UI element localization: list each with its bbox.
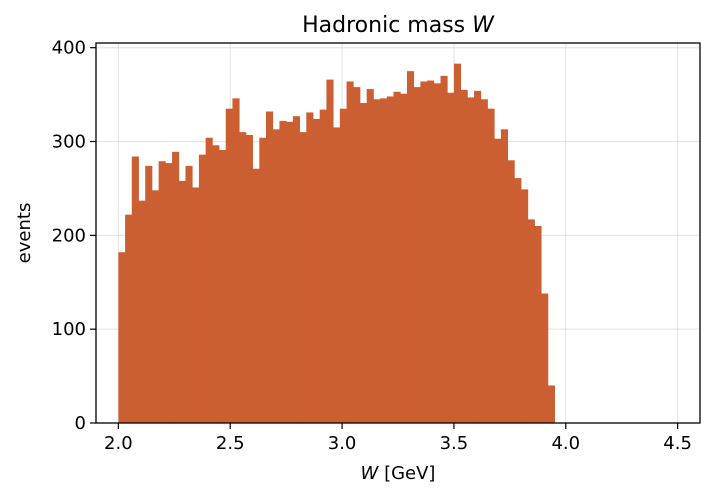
y-tick-label: 400: [52, 38, 86, 59]
histogram-bar: [245, 134, 253, 423]
x-axis-ticks: 2.0 2.5 3.0 3.5 4.0 4.5: [104, 423, 692, 454]
histogram-bar: [158, 161, 166, 423]
histogram-bar: [138, 200, 146, 423]
histogram-bar: [279, 120, 287, 424]
histogram-bar: [353, 87, 361, 424]
histogram-bar: [266, 111, 274, 423]
histogram-bar: [326, 79, 334, 423]
bars: [118, 63, 555, 424]
histogram-bar: [339, 108, 347, 423]
histogram-bar: [406, 71, 415, 424]
histogram-bar: [118, 252, 126, 423]
histogram-bar: [178, 180, 186, 423]
x-tick-label: 4.5: [663, 433, 692, 454]
histogram-bar: [232, 98, 240, 423]
histogram-bar: [333, 127, 341, 423]
y-tick-label: 200: [52, 225, 86, 246]
histogram-bar: [151, 190, 160, 423]
histogram-bar: [480, 99, 488, 423]
histogram-bar: [380, 98, 388, 423]
histogram-bar: [467, 97, 475, 424]
histogram-bar: [125, 214, 133, 423]
x-tick-label: 4.0: [551, 433, 580, 454]
histogram-bar: [447, 92, 455, 423]
histogram-bar: [373, 99, 381, 423]
histogram-bar: [534, 225, 542, 423]
histogram-bar: [547, 385, 555, 423]
histogram-bar: [172, 151, 180, 423]
histogram-bar: [433, 83, 441, 424]
histogram-bar: [427, 80, 435, 424]
x-tick-label: 2.5: [216, 433, 245, 454]
histogram-bar: [239, 132, 247, 423]
histogram-bar: [487, 108, 495, 423]
histogram-bar: [306, 112, 314, 423]
y-axis-label: events: [14, 203, 35, 264]
histogram-bar: [494, 138, 502, 423]
histogram-bar: [514, 178, 522, 423]
histogram-bar: [507, 160, 515, 424]
histogram-bar: [400, 93, 408, 424]
x-axis-label: W [GeV]: [361, 463, 436, 484]
histogram-bar: [252, 168, 260, 423]
y-tick-label: 100: [52, 319, 86, 340]
histogram-bar: [346, 81, 354, 423]
histogram-bar: [527, 219, 535, 423]
histogram-bar: [259, 137, 267, 423]
histogram-bar: [440, 75, 448, 423]
histogram-bar: [359, 103, 368, 424]
histogram-bar: [319, 109, 327, 424]
histogram-bar: [292, 116, 300, 424]
histogram-bar: [420, 81, 428, 423]
x-tick-label: 2.0: [104, 433, 133, 454]
histogram-bar: [225, 108, 233, 423]
histogram-bar: [413, 87, 421, 424]
histogram-bar: [453, 63, 462, 424]
y-axis-ticks: 0 100 200 300 400: [52, 38, 96, 434]
histogram-bar: [212, 145, 220, 423]
histogram-bar: [299, 132, 307, 423]
x-tick-label: 3.0: [328, 433, 357, 454]
histogram-bar: [521, 189, 529, 423]
histogram-bar: [272, 129, 280, 423]
histogram-bar: [192, 187, 200, 423]
histogram-bar: [312, 119, 321, 423]
histogram-bar: [286, 121, 294, 423]
plot-frame: [95, 42, 701, 424]
histogram-bar: [393, 91, 401, 423]
histogram-bar: [205, 137, 213, 423]
histogram-bar: [541, 293, 549, 423]
histogram-bar: [460, 89, 468, 424]
histogram-bar: [145, 165, 153, 423]
histogram-bar: [219, 149, 227, 424]
histogram-bar: [185, 165, 193, 423]
chart-title: Hadronic mass W: [302, 13, 495, 38]
x-tick-label: 3.5: [440, 433, 469, 454]
histogram-bar: [198, 154, 207, 423]
y-tick-label: 300: [52, 132, 86, 153]
y-tick-label: 0: [75, 413, 86, 434]
histogram-bar: [474, 90, 482, 423]
histogram-bar: [131, 156, 139, 423]
histogram-bar: [386, 96, 394, 424]
histogram-bar: [366, 88, 374, 423]
histogram-bar: [500, 129, 509, 423]
histogram-bar: [165, 163, 173, 424]
